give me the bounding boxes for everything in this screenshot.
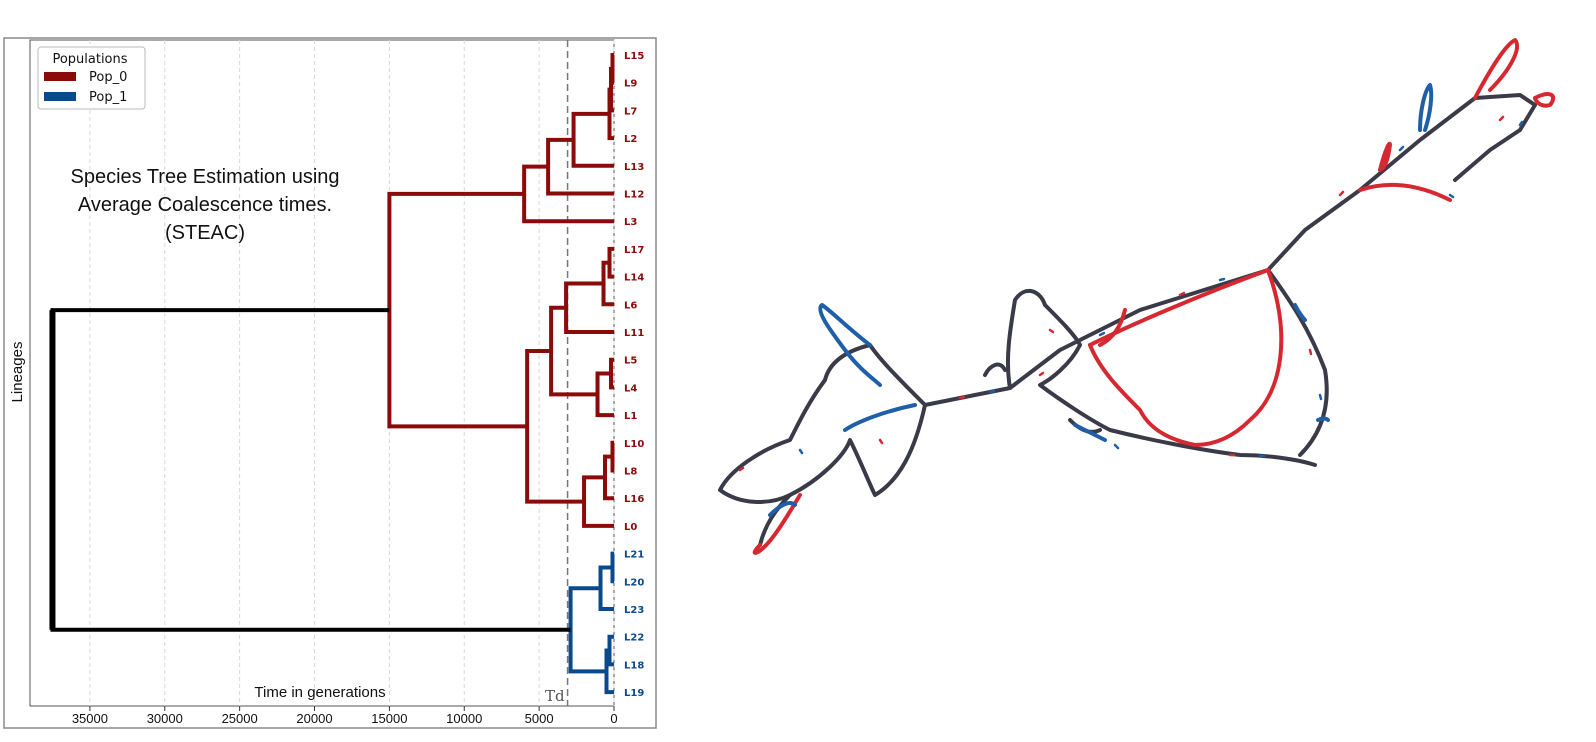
leaf-label-l14: L14: [624, 273, 644, 284]
branch-b2: [601, 260, 614, 307]
branch-p1: [610, 551, 615, 584]
leaf-label-l9: L9: [624, 79, 637, 90]
leaf-label-l17: L17: [624, 245, 644, 256]
branch-e1: [549, 305, 598, 397]
speckle-blue: [798, 120, 1524, 458]
leaf-label-l5: L5: [624, 356, 637, 367]
x-tick-label: 0: [610, 711, 617, 726]
leaf-label-l1: L1: [624, 411, 637, 422]
edge-blue-top-loop: [1418, 83, 1434, 132]
annotation-line-1: Species Tree Estimation using: [70, 166, 339, 188]
legend: Populations Pop_0 Pop_1: [37, 46, 146, 110]
leaf-label-l15: L15: [624, 51, 644, 62]
leaf-label-l13: L13: [624, 162, 644, 173]
annotation-line-3: (STEAC): [165, 222, 245, 244]
speckle-red: [738, 115, 1505, 472]
edge-red-center-1: [1088, 268, 1270, 347]
x-tick-label: 25000: [222, 711, 258, 726]
legend-label-pop1: Pop_1: [89, 90, 127, 105]
edge-red-center-3: [1098, 308, 1127, 347]
x-tick-label: 35000: [72, 711, 108, 726]
leaf-label-l6: L6: [624, 300, 637, 311]
branch-a6: [522, 164, 614, 224]
legend-swatch-pop1: [44, 92, 76, 101]
leaf-label-l2: L2: [624, 134, 637, 145]
x-axis-ticks: 35000 30000 25000 20000 15000 10000 5000 0: [72, 706, 618, 726]
edge-red-left-loop: [752, 493, 802, 555]
edge-speckles: [738, 115, 1524, 472]
edge-red-top-loop-2: [1533, 92, 1556, 108]
x-tick-label: 5000: [525, 711, 554, 726]
legend-title: Populations: [52, 52, 127, 67]
legend-swatch-pop0: [44, 72, 76, 81]
branch-d1: [610, 440, 615, 473]
legend-label-pop0: Pop_0: [89, 70, 127, 85]
edge-red-top-loop: [1473, 38, 1519, 100]
pop1-edges: [768, 83, 1434, 517]
leaf-label-l22: L22: [624, 633, 644, 644]
edge-loop-center: [1005, 289, 1317, 467]
x-tick-label: 20000: [296, 711, 332, 726]
x-tick-label: 30000: [147, 711, 183, 726]
assembly-graph-network: [718, 38, 1556, 555]
edge-red-top-1: [1358, 182, 1452, 202]
method-annotation: Species Tree Estimation using Average Co…: [70, 166, 339, 244]
edge-backbone-main: [923, 93, 1537, 407]
leaf-label-l11: L11: [624, 328, 644, 339]
leaf-label-l21: L21: [624, 550, 644, 561]
branch-a5: [546, 137, 614, 196]
leaf-label-l10: L10: [624, 439, 644, 450]
pop0-edges: [752, 38, 1556, 555]
edge-red-center-2: [1088, 268, 1284, 447]
leaf-labels: L15 L9 L7 L2 L13 L12 L3 L17 L14 L6 L11 L5 L4 L1 L10 L8 L…: [624, 51, 644, 699]
plot-area: [29, 39, 615, 707]
x-axis-label: Time in generations: [254, 684, 385, 701]
branch-e2: [525, 349, 585, 504]
dendrogram-branches: [49, 53, 615, 695]
edge-blue-right: [1316, 416, 1330, 422]
leaf-label-l20: L20: [624, 577, 644, 588]
gridlines: [89, 40, 615, 706]
branch-q2: [604, 648, 614, 695]
annotation-line-2: Average Coalescence times.: [78, 194, 332, 216]
branch-a3: [607, 87, 614, 141]
edge-loop-left-2: [758, 493, 792, 547]
edge-blue-left-3: [768, 501, 797, 517]
td-label: Td: [545, 687, 565, 705]
y-axis-label: Lineages: [9, 342, 26, 403]
leaf-label-l12: L12: [624, 190, 644, 201]
leaf-label-l18: L18: [624, 660, 644, 671]
dendrogram-panel: 35000 30000 25000 20000 15000 10000 5000 0 L15L…: [3, 37, 657, 729]
leaf-label-l16: L16: [624, 494, 644, 505]
edge-blue-left-2: [843, 403, 917, 432]
x-tick-label: 15000: [371, 711, 407, 726]
x-tick-label: 10000: [446, 711, 482, 726]
leaf-label-l8: L8: [624, 467, 637, 478]
leaf-label-l3: L3: [624, 217, 637, 228]
leaf-label-l7: L7: [624, 106, 637, 117]
leaf-label-l19: L19: [624, 688, 644, 699]
edge-red-top-small: [1378, 141, 1392, 172]
edge-blue-left-loop: [818, 303, 882, 387]
branch-b1: [607, 246, 614, 279]
leaf-label-l23: L23: [624, 605, 644, 616]
branch-q1: [607, 634, 614, 667]
edge-blue-center: [1073, 303, 1307, 442]
edge-loop-left-1: [718, 343, 927, 504]
leaf-label-l0: L0: [624, 522, 637, 533]
edge-right-arc: [1266, 268, 1329, 457]
leaf-label-l4: L4: [624, 383, 637, 394]
branch-f1: [387, 191, 528, 429]
